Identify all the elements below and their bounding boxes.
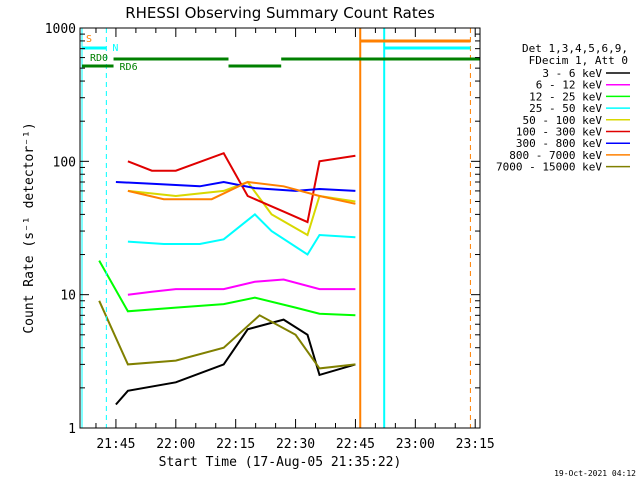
x-tick-label: 23:15	[456, 437, 495, 452]
legend-entry-label: 6 - 12 keV	[536, 79, 603, 92]
series-line	[98, 260, 356, 317]
series-line	[98, 300, 356, 370]
legend-entry-label: 100 - 300 keV	[516, 126, 602, 139]
x-tick-label: 22:30	[276, 437, 315, 452]
y-tick-label: 1000	[45, 22, 76, 37]
chart-title: RHESSI Observing Summary Count Rates	[125, 4, 435, 22]
rd0-flag-label: RD0	[90, 53, 108, 64]
x-tick-label: 23:00	[396, 437, 435, 452]
plot-frame	[79, 27, 481, 429]
x-axis-label: Start Time (17-Aug-05 21:35:22)	[159, 455, 402, 470]
series-line	[127, 151, 356, 224]
y-tick-label: 10	[60, 289, 76, 304]
legend-entry-label: 300 - 800 keV	[516, 137, 602, 150]
legend-entry-label: 3 - 6 keV	[542, 67, 602, 80]
night-flag-label: N	[112, 43, 118, 54]
legend-entry-label: 12 - 25 keV	[529, 90, 602, 103]
y-axis-label: Count Rate (s⁻¹ detector⁻¹)	[22, 122, 37, 333]
legend-entry-label: 25 - 50 keV	[529, 102, 602, 115]
x-tick-label: 22:45	[336, 437, 375, 452]
x-tick-label: 22:00	[156, 437, 195, 452]
y-tick-label: 100	[53, 155, 76, 170]
series-line	[127, 180, 356, 237]
series-line	[127, 213, 356, 256]
legend-header-line-2: FDecim 1, Att 0	[529, 54, 628, 67]
y-tick-label: 1	[68, 422, 76, 437]
rd6-flag-label: RD6	[120, 62, 138, 73]
x-tick-label: 22:15	[216, 437, 255, 452]
series-line	[127, 180, 356, 205]
x-tick-label: 21:45	[96, 437, 135, 452]
saa-flag-label: S	[86, 34, 92, 45]
legend-header-line-1: Det 1,3,4,5,6,9,	[522, 42, 628, 55]
legend-entry-label: 7000 - 15000 keV	[496, 161, 602, 174]
series-line	[127, 278, 356, 296]
legend-entry-label: 50 - 100 keV	[523, 114, 603, 127]
timestamp: 19-Oct-2021 04:12	[554, 469, 636, 478]
legend-entry-label: 800 - 7000 keV	[509, 149, 602, 162]
